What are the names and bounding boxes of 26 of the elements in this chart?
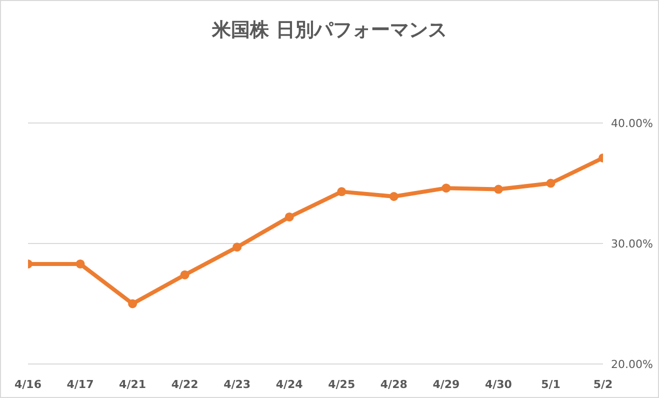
point [128, 299, 138, 308]
x-tick-label: 4/23 [224, 378, 251, 391]
x-tick-label: 5/1 [541, 378, 560, 391]
x-tick-label: 4/16 [14, 378, 42, 391]
x-tick-label: 4/29 [432, 378, 460, 391]
point [389, 192, 398, 202]
point [337, 187, 346, 196]
x-tick-label: 4/17 [66, 378, 94, 391]
point [546, 178, 556, 188]
x-tick-label: 4/21 [119, 378, 146, 391]
x-tick-label: 5/2 [593, 378, 613, 391]
x-tick-label: 4/30 [484, 378, 512, 391]
point [494, 184, 503, 194]
point [284, 212, 294, 222]
point [442, 184, 451, 193]
point [180, 270, 190, 280]
x-tick-label: 4/22 [171, 378, 198, 391]
point [76, 259, 85, 268]
point [232, 242, 242, 252]
y-tick-label: 30.00% [611, 237, 653, 250]
x-tick-label: 4/25 [328, 378, 356, 391]
y-tick-label: 40.00% [611, 116, 653, 130]
x-tick-label: 4/24 [276, 378, 304, 391]
y-tick-label: 20.00% [611, 358, 653, 371]
chart-title: 米国株 日別パフォーマンス [210, 18, 448, 43]
x-tick-label: 4/28 [380, 378, 408, 391]
